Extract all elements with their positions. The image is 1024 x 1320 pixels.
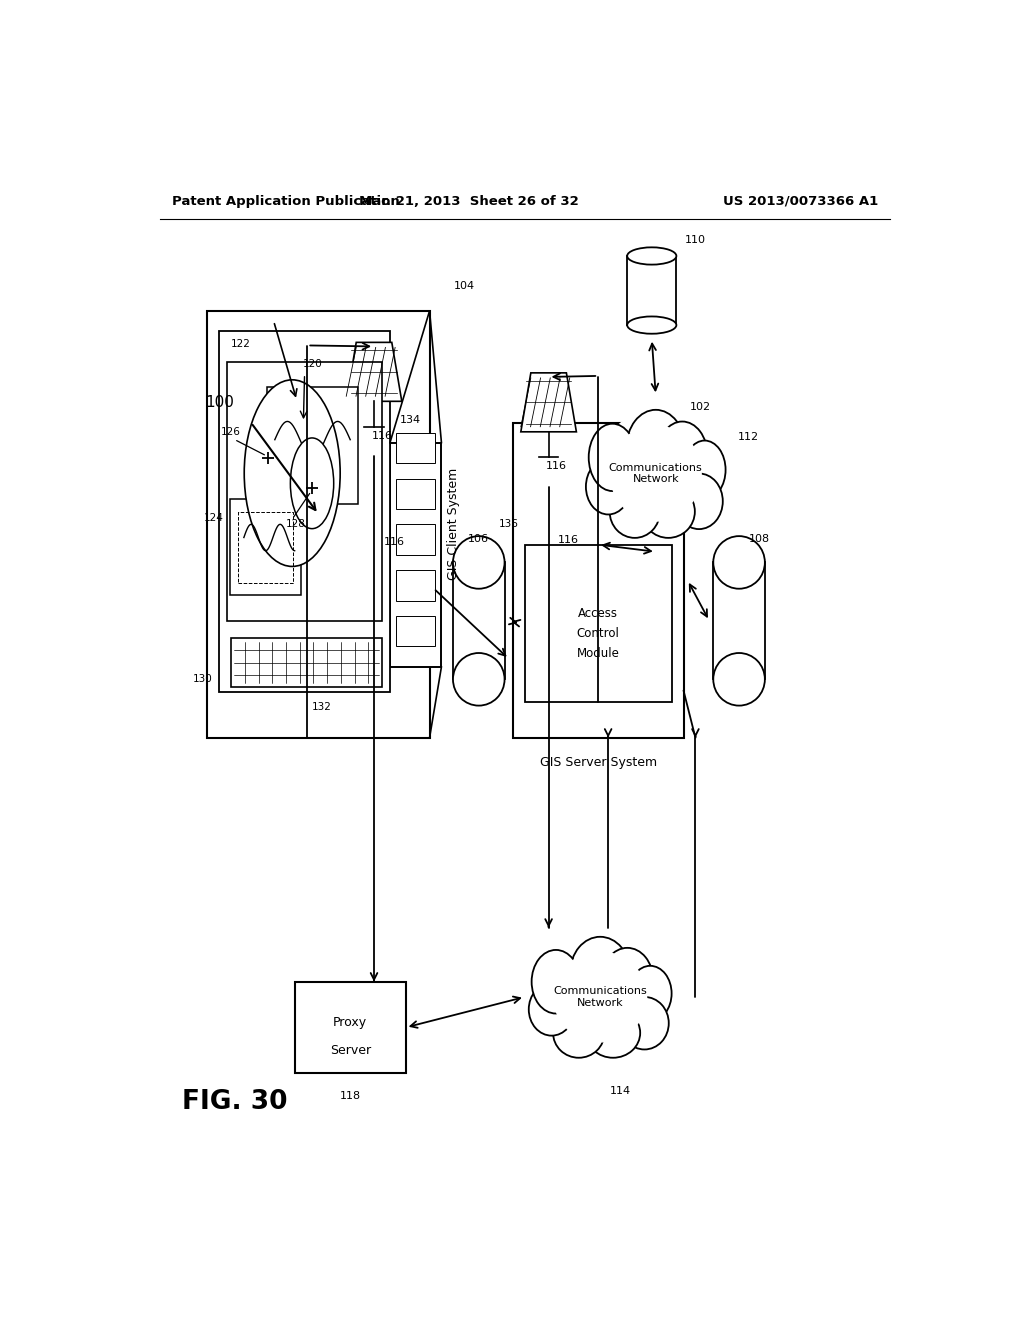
Bar [513, 422, 684, 738]
Text: 116: 116 [372, 430, 392, 441]
Bar [238, 512, 293, 583]
Text: 118: 118 [340, 1092, 360, 1101]
Ellipse shape [602, 948, 653, 1011]
Text: Proxy: Proxy [333, 1016, 368, 1030]
Polygon shape [521, 372, 577, 432]
Text: 130: 130 [194, 675, 213, 684]
Text: 116: 116 [558, 535, 580, 545]
Text: Access: Access [579, 607, 618, 619]
Text: 108: 108 [749, 535, 770, 544]
Ellipse shape [627, 317, 677, 334]
Ellipse shape [684, 441, 726, 499]
Text: 104: 104 [454, 281, 474, 290]
Ellipse shape [453, 536, 505, 589]
Text: 100: 100 [205, 395, 233, 409]
Ellipse shape [589, 424, 636, 491]
Text: 112: 112 [737, 432, 759, 442]
Ellipse shape [554, 952, 646, 1041]
Ellipse shape [627, 409, 685, 486]
Ellipse shape [528, 983, 574, 1036]
Bar [295, 982, 406, 1073]
Bar [267, 387, 358, 504]
Text: Communications
Network: Communications Network [609, 463, 702, 484]
Text: 124: 124 [204, 513, 223, 523]
Bar [219, 331, 390, 692]
Bar [396, 615, 435, 647]
Text: 134: 134 [400, 414, 421, 425]
Text: 122: 122 [231, 339, 251, 350]
Text: 114: 114 [609, 1086, 631, 1097]
Text: 136: 136 [499, 519, 518, 529]
Ellipse shape [453, 653, 505, 706]
Ellipse shape [610, 426, 701, 521]
Ellipse shape [621, 997, 669, 1049]
Text: GIS Client System: GIS Client System [446, 469, 460, 581]
Text: GIS Server System: GIS Server System [540, 756, 656, 770]
Ellipse shape [531, 950, 581, 1014]
Bar [231, 638, 382, 686]
Text: Patent Application Publication: Patent Application Publication [172, 194, 399, 207]
Ellipse shape [540, 939, 660, 1056]
Ellipse shape [596, 412, 715, 536]
Text: 106: 106 [468, 535, 489, 544]
Ellipse shape [244, 380, 340, 566]
Text: 132: 132 [311, 702, 332, 713]
Bar [396, 433, 435, 463]
Bar [524, 545, 672, 702]
Text: Module: Module [577, 647, 620, 660]
Bar [227, 362, 382, 620]
Bar [396, 479, 435, 510]
Ellipse shape [714, 536, 765, 589]
Text: 116: 116 [546, 461, 567, 471]
Ellipse shape [642, 486, 695, 537]
Ellipse shape [609, 486, 659, 537]
Bar [453, 562, 505, 680]
Text: 102: 102 [690, 403, 711, 412]
Ellipse shape [553, 1008, 604, 1057]
Text: Server: Server [330, 1044, 371, 1057]
Ellipse shape [586, 459, 631, 515]
Text: 116: 116 [384, 537, 404, 546]
Ellipse shape [657, 421, 708, 488]
Text: US 2013/0073366 A1: US 2013/0073366 A1 [723, 194, 878, 207]
Text: FIG. 30: FIG. 30 [182, 1089, 288, 1114]
Ellipse shape [675, 474, 723, 529]
Ellipse shape [586, 1008, 640, 1057]
Bar [396, 524, 435, 554]
Bar [207, 312, 430, 738]
Bar [714, 562, 765, 680]
Ellipse shape [627, 247, 677, 264]
Ellipse shape [629, 966, 672, 1022]
Text: Communications
Network: Communications Network [553, 986, 647, 1007]
Bar [627, 256, 677, 325]
Text: Control: Control [577, 627, 620, 640]
Text: 110: 110 [685, 235, 707, 244]
Bar [396, 570, 435, 601]
Ellipse shape [291, 438, 334, 528]
Bar [229, 499, 301, 595]
Ellipse shape [570, 937, 630, 1008]
Text: 128: 128 [287, 519, 306, 529]
Text: Mar. 21, 2013  Sheet 26 of 32: Mar. 21, 2013 Sheet 26 of 32 [359, 194, 580, 207]
Text: 126: 126 [220, 428, 241, 437]
Polygon shape [346, 342, 401, 401]
Text: 120: 120 [303, 359, 323, 368]
Bar [390, 444, 441, 667]
Ellipse shape [714, 653, 765, 706]
